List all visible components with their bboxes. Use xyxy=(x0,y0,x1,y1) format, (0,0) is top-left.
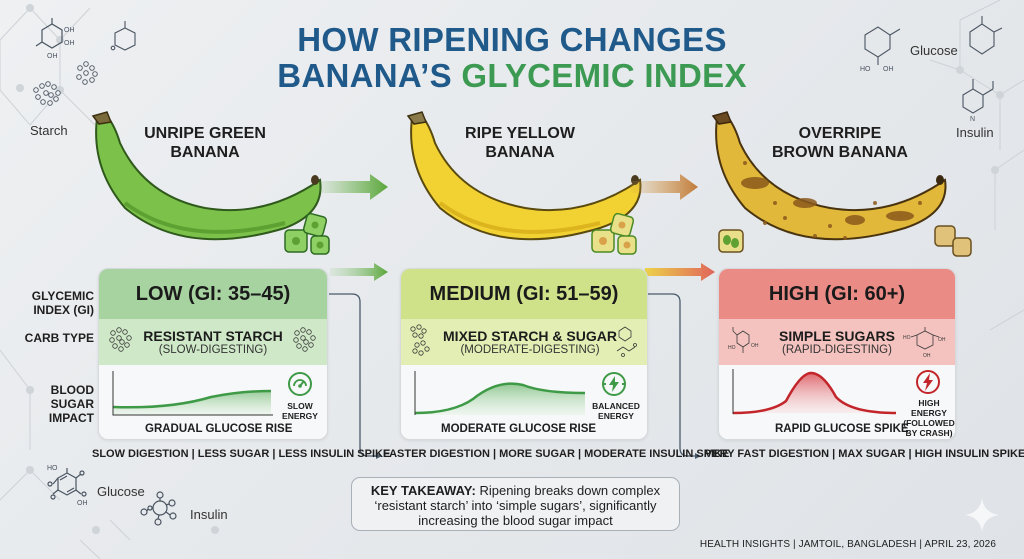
svg-text:HO: HO xyxy=(728,345,736,351)
graph-label: GRADUAL GLUCOSE RISE xyxy=(145,423,293,435)
stage-card-medium: MEDIUM (GI: 51–59) MIXED STARCH & SUGAR … xyxy=(400,268,648,440)
molecule-diagram-icon: OH OH OH xyxy=(33,18,98,106)
key-takeaway-box: KEY TAKEAWAY: Ripening breaks down compl… xyxy=(351,477,680,531)
arrow-right-icon xyxy=(320,174,388,200)
arrow-right-icon xyxy=(645,263,715,281)
overripe-brown-banana-image xyxy=(711,111,972,257)
glucose-molecule-icon: HO OH xyxy=(47,465,88,507)
carb-type-main: MIXED STARCH & SUGAR xyxy=(443,327,617,344)
svg-text:OH: OH xyxy=(923,353,931,359)
stage-summary-medium: FASTER DIGESTION | MORE SUGAR | MODERATE… xyxy=(383,448,730,460)
svg-text:OH: OH xyxy=(47,53,58,60)
svg-text:OH: OH xyxy=(64,40,75,47)
stage-card-low: LOW (GI: 35–45) RESISTANT STARCH (SLOW-D… xyxy=(98,268,328,440)
graph-label: RAPID GLUCOSE SPIKE xyxy=(775,423,909,435)
overripe-banana-label: OVERRIPE BROWN BANANA xyxy=(772,125,908,161)
svg-text:OH: OH xyxy=(938,337,946,343)
glucose-curve-chart xyxy=(112,371,273,416)
title-line-2-part-1: BANANA’S xyxy=(277,57,462,94)
graph-label: MODERATE GLUCOSE RISE xyxy=(441,423,597,435)
title-line-2-part-2: GLYCEMIC INDEX xyxy=(461,57,747,94)
carb-type-cell: RESISTANT STARCH (SLOW-DIGESTING) xyxy=(99,319,327,365)
carb-type-cell: MIXED STARCH & SUGAR (MODERATE-DIGESTING… xyxy=(401,319,647,365)
svg-text:OH: OH xyxy=(751,343,759,349)
glucose-label-top: Glucose xyxy=(910,43,958,58)
carb-type-main: RESISTANT STARCH xyxy=(143,327,283,344)
insulin-molecule-icon xyxy=(140,491,177,526)
row-label-carb-type: CARB TYPE xyxy=(24,331,94,345)
key-takeaway-text: Ripening breaks down complex ‘resistant … xyxy=(374,483,661,528)
energy-label: HIGH ENERGY (FOLLOWED BY CRASH) xyxy=(903,398,955,438)
unripe-banana-label: UNRIPE GREEN BANANA xyxy=(144,125,266,161)
footer-credit: HEALTH INSIGHTS | JAMTOIL, BANGLADESH | … xyxy=(699,539,996,550)
glucose-label-bottom: Glucose xyxy=(97,484,145,499)
glucose-structure-icon xyxy=(969,16,1003,55)
sugar-molecule-icon: HO OH OH xyxy=(903,327,946,359)
svg-text:OH: OH xyxy=(883,66,894,73)
starch-chain-icon xyxy=(410,324,430,356)
starch-chain-icon xyxy=(109,327,132,352)
blood-sugar-graph: MODERATE GLUCOSE RISE BALANCED ENERGY xyxy=(401,365,647,439)
svg-text:HO: HO xyxy=(903,335,911,341)
carb-type-sub: (SLOW-DIGESTING) xyxy=(158,343,268,356)
stage-summary-low: SLOW DIGESTION | LESS SUGAR | LESS INSUL… xyxy=(92,448,391,460)
ripe-banana-label: RIPE YELLOW BANANA xyxy=(465,125,575,161)
svg-text:OH: OH xyxy=(77,500,88,507)
row-label-glycemic-index: GLYCEMIC INDEX (GI) xyxy=(31,289,94,317)
page-title: HOW RIPENING CHANGES BANANA’S GLYCEMIC I… xyxy=(0,22,1024,94)
energy-label: BALANCED ENERGY xyxy=(592,401,640,421)
blood-sugar-graph: RAPID GLUCOSE SPIKE HIGH ENERGY (FOLLOWE… xyxy=(719,365,955,439)
ripe-yellow-banana-image xyxy=(406,111,642,255)
svg-text:HO: HO xyxy=(860,66,871,73)
svg-text:N: N xyxy=(970,116,975,123)
starch-label: Starch xyxy=(30,123,68,138)
lightning-icon xyxy=(602,372,626,396)
carb-type-cell: HO OH SIMPLE SUGARS (RAPID-DIGESTING) HO O… xyxy=(719,319,955,365)
arrow-right-icon xyxy=(630,174,698,200)
insulin-label-bottom: Insulin xyxy=(190,507,228,522)
svg-text:HO: HO xyxy=(47,465,58,472)
sugar-molecule-icon xyxy=(616,326,637,357)
row-label-blood-sugar-impact: BLOOD SUGAR IMPACT xyxy=(48,383,94,425)
insulin-molecule-icon: N xyxy=(962,79,994,123)
gi-value: HIGH (GI: 60+) xyxy=(719,269,955,319)
insulin-label-top: Insulin xyxy=(956,125,994,140)
lightning-icon xyxy=(916,370,940,394)
molecule-ring-icon xyxy=(110,21,136,51)
stage-card-high: HIGH (GI: 60+) HO OH SIMPLE SUGARS (RAPID… xyxy=(718,268,956,440)
gi-value: LOW (GI: 35–45) xyxy=(99,269,327,319)
sparkle-icon xyxy=(965,498,999,532)
carb-type-sub: (RAPID-DIGESTING) xyxy=(782,343,892,356)
carb-type-sub: (MODERATE-DIGESTING) xyxy=(460,343,600,356)
title-line-1: HOW RIPENING CHANGES xyxy=(297,21,727,58)
stage-summary-high: VERY FAST DIGESTION | MAX SUGAR | HIGH I… xyxy=(705,448,1024,460)
blood-sugar-graph: GRADUAL GLUCOSE RISE SLOW ENERGY xyxy=(99,365,327,439)
sugar-molecule-icon: HO OH xyxy=(728,327,759,353)
starch-chain-icon xyxy=(293,327,316,352)
key-takeaway-label: KEY TAKEAWAY: xyxy=(370,483,476,498)
glucose-molecule-icon: HO OH xyxy=(860,26,901,73)
unripe-green-banana-image xyxy=(91,111,330,255)
gi-value: MEDIUM (GI: 51–59) xyxy=(401,269,647,319)
svg-text:OH: OH xyxy=(64,27,75,34)
gauge-icon xyxy=(288,372,312,396)
energy-label: SLOW ENERGY xyxy=(282,401,318,421)
carb-type-main: SIMPLE SUGARS xyxy=(779,327,895,344)
arrow-right-icon xyxy=(330,263,388,281)
glucose-curve-chart xyxy=(732,369,897,415)
glucose-curve-chart xyxy=(414,371,586,415)
